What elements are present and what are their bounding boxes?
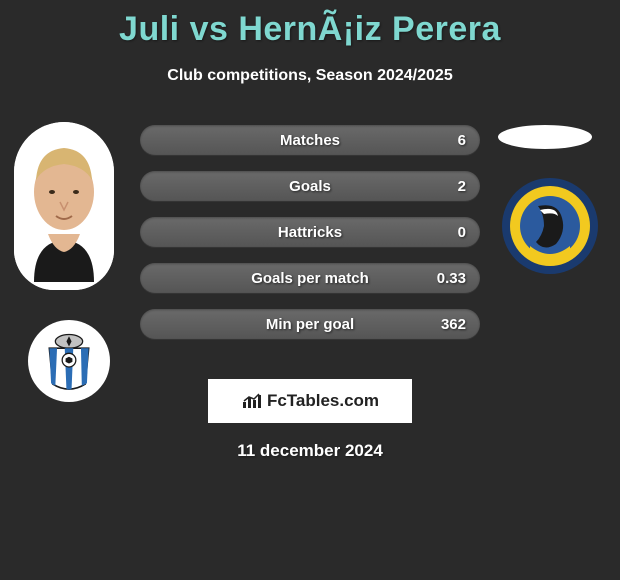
stat-value: 2 xyxy=(458,178,466,195)
date-text: 11 december 2024 xyxy=(0,441,620,461)
stat-row: Matches 6 xyxy=(0,125,620,155)
stat-row: Goals per match 0.33 xyxy=(0,263,620,293)
stat-label: Min per goal xyxy=(266,316,354,333)
season-subtitle: Club competitions, Season 2024/2025 xyxy=(0,67,620,85)
stat-row: Hattricks 0 xyxy=(0,217,620,247)
stat-pill-goals: Goals 2 xyxy=(140,171,480,201)
stat-row: Min per goal 362 xyxy=(0,309,620,339)
page-title: Juli vs HernÃ¡iz Perera xyxy=(0,0,620,49)
stat-row: Goals 2 xyxy=(0,171,620,201)
brand-text: FcTables.com xyxy=(267,391,379,411)
brand-prefix: Fc xyxy=(267,391,287,410)
stats-area: Matches 6 Goals 2 Hattricks 0 Goals per … xyxy=(0,125,620,339)
stat-label: Hattricks xyxy=(278,224,342,241)
stat-label: Goals xyxy=(289,178,331,195)
stat-value: 362 xyxy=(441,316,466,333)
stat-value: 0 xyxy=(458,224,466,241)
brand-suffix: Tables.com xyxy=(287,391,379,410)
stat-pill-hattricks: Hattricks 0 xyxy=(140,217,480,247)
chart-icon xyxy=(241,392,263,410)
stat-pill-mpg: Min per goal 362 xyxy=(140,309,480,339)
brand-box: FcTables.com xyxy=(208,379,412,423)
stat-label: Matches xyxy=(280,132,340,149)
stat-pill-gpm: Goals per match 0.33 xyxy=(140,263,480,293)
stat-pill-matches: Matches 6 xyxy=(140,125,480,155)
stat-label: Goals per match xyxy=(251,270,369,287)
stat-value: 6 xyxy=(458,132,466,149)
stat-value: 0.33 xyxy=(437,270,466,287)
